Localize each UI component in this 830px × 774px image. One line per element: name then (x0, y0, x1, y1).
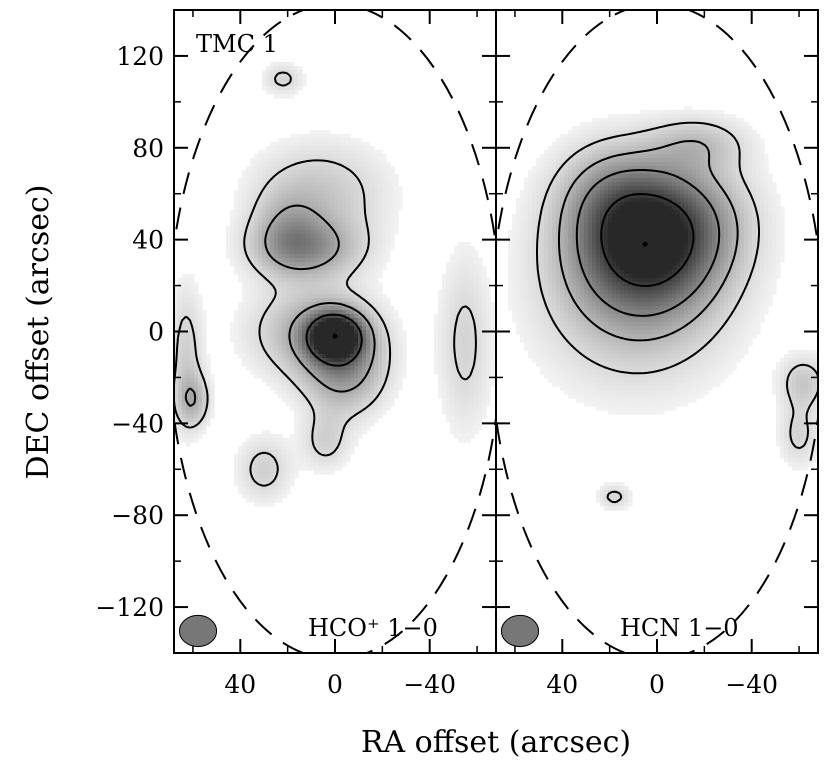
contour-lines (174, 71, 477, 487)
x-tick-label: −40 (725, 670, 778, 699)
source-label: TMC 1 (196, 30, 278, 58)
x-tick-label: 40 (224, 670, 256, 699)
y-axis-title: DEC offset (arcsec) (21, 185, 56, 480)
contour-level (536, 121, 818, 504)
x-tick-label: 40 (546, 670, 578, 699)
map-panel-hcn (496, 10, 818, 653)
intensity-map (174, 62, 495, 507)
y-tick-label: −40 (111, 409, 164, 438)
contour-level (184, 204, 376, 408)
contour-level (305, 313, 363, 367)
axes: 40 0 −40 40 0 −40 120 80 40 0 −40 −80 −120 (95, 9, 819, 699)
x-tick-label: −40 (403, 670, 456, 699)
panel-label-hcn: HCN 1−0 (620, 614, 739, 642)
x-tick-label: 0 (649, 670, 665, 699)
contour-level (575, 169, 721, 317)
panel-label-hco: HCO⁺ 1−0 (308, 614, 438, 642)
x-axis-title: RA offset (arcsec) (361, 725, 631, 760)
beam-ellipse (500, 614, 540, 648)
x-tick-label: 0 (327, 670, 343, 699)
y-tick-label: 120 (116, 42, 164, 71)
contour-lines (536, 121, 818, 504)
map-panel-hco (174, 10, 496, 653)
contour-level (600, 193, 695, 287)
y-tick-label: −120 (95, 593, 164, 622)
peak-marker (642, 241, 648, 247)
y-tick-label: 40 (132, 226, 164, 255)
beam-ellipse (178, 614, 218, 648)
contour-level (558, 140, 739, 342)
contour-level (174, 71, 477, 487)
y-tick-label: −80 (111, 501, 164, 530)
y-tick-label: 0 (148, 318, 164, 347)
y-tick-label: 80 (132, 134, 164, 163)
peak-marker (332, 333, 338, 339)
intensity-map (508, 106, 818, 511)
